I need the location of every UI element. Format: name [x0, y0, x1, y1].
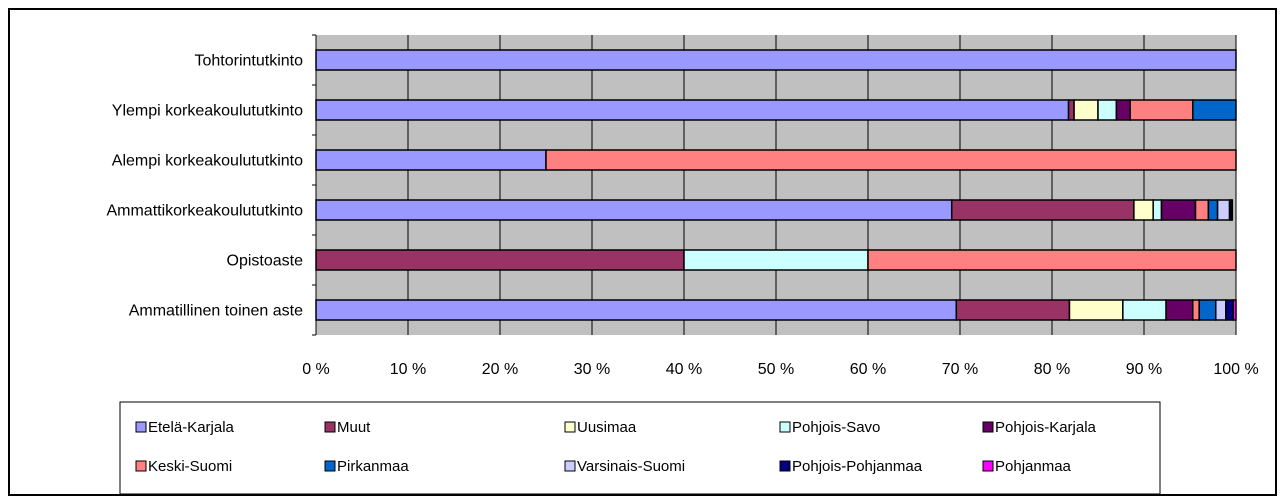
- bars: [315, 49, 1237, 321]
- bar-segment: [1230, 199, 1234, 221]
- legend-label: Pohjois-Pohjanmaa: [792, 458, 923, 475]
- legend-swatch: [135, 460, 147, 472]
- bar-segment: [315, 49, 1237, 71]
- legend-label: Muut: [337, 419, 371, 436]
- bar-segment: [1129, 99, 1194, 121]
- legend-swatch: [324, 460, 336, 472]
- bar-segment: [950, 199, 1135, 221]
- category-labels: Tohtorintutkinto Ylempi korkeakoulututkin…: [106, 53, 303, 320]
- x-axis: 0 % 10 % 20 % 30 % 40 % 50 % 60 % 70 % 80 % 90 % 1…: [302, 361, 1258, 378]
- x-tick-label: 10 %: [390, 361, 426, 378]
- legend-swatch: [324, 421, 336, 433]
- legend-label: Pohjois-Savo: [792, 419, 880, 436]
- bar-segment: [1115, 99, 1131, 121]
- bar-segment: [1216, 199, 1231, 221]
- legend-label: Pohjanmaa: [995, 458, 1072, 475]
- bar-segment: [1122, 299, 1167, 321]
- legend-swatch: [982, 421, 994, 433]
- bar-segment: [1073, 99, 1099, 121]
- category-label: Ylempi korkeakoulututkinto: [112, 103, 303, 120]
- legend-box: [119, 401, 1161, 495]
- legend-swatch: [564, 421, 576, 433]
- bar-segment: [1225, 299, 1234, 321]
- legend-label: Varsinais-Suomi: [577, 458, 685, 475]
- x-tick-label: 40 %: [666, 361, 702, 378]
- bar-segment: [1097, 99, 1118, 121]
- bar-segment: [867, 249, 1237, 271]
- bar-segment: [315, 99, 1070, 121]
- x-tick-label: 0 %: [302, 361, 330, 378]
- bar-segment: [1152, 199, 1163, 221]
- legend-label: Keski-Suomi: [148, 458, 232, 475]
- bar-segment: [315, 249, 685, 271]
- legend-label: Pohjois-Karjala: [995, 419, 1097, 436]
- legend: Etelä-Karjala Muut Uusimaa Pohjois-Savo Pohj…: [119, 401, 1161, 495]
- bar-segment: [1160, 199, 1197, 221]
- bar-segment: [315, 199, 953, 221]
- category-label: Ammattikorkeakoulututkinto: [106, 203, 303, 220]
- bar-segment: [315, 299, 958, 321]
- legend-label: Etelä-Karjala: [148, 419, 235, 436]
- bar-segment: [315, 149, 547, 171]
- bar-segment: [1232, 299, 1237, 321]
- bar-segment: [1198, 299, 1217, 321]
- x-tick-label: 30 %: [574, 361, 610, 378]
- bar-segment: [1133, 199, 1154, 221]
- x-tick-label: 90 %: [1126, 361, 1162, 378]
- category-label: Tohtorintutkinto: [194, 53, 303, 70]
- x-tick-label: 100 %: [1213, 361, 1258, 378]
- category-label: Ammatillinen toinen aste: [129, 303, 303, 320]
- x-tick-label: 80 %: [1034, 361, 1070, 378]
- category-label: Opistoaste: [227, 253, 304, 270]
- bar-segment: [683, 249, 869, 271]
- bar-segment: [1068, 299, 1124, 321]
- bar-segment: [1207, 199, 1219, 221]
- legend-label: Uusimaa: [577, 419, 637, 436]
- x-tick-label: 70 %: [942, 361, 978, 378]
- bar-segment: [545, 149, 1237, 171]
- bar-segment: [955, 299, 1071, 321]
- x-tick-label: 50 %: [758, 361, 794, 378]
- bar-segment: [1215, 299, 1227, 321]
- bar-segment: [1192, 99, 1237, 121]
- category-label: Alempi korkeakoulututkinto: [112, 153, 303, 170]
- x-tick-label: 60 %: [850, 361, 886, 378]
- bar-segment: [1165, 299, 1194, 321]
- legend-label: Pirkanmaa: [337, 458, 409, 475]
- legend-swatch: [779, 421, 791, 433]
- bar-segment: [1194, 199, 1210, 221]
- bar-segment: [1067, 99, 1075, 121]
- x-tick-label: 20 %: [482, 361, 518, 378]
- legend-swatch: [564, 460, 576, 472]
- gridlines: [312, 34, 1237, 336]
- legend-swatch: [779, 460, 791, 472]
- legend-swatch: [982, 460, 994, 472]
- legend-swatch: [135, 421, 147, 433]
- bar-segment: [1192, 299, 1200, 321]
